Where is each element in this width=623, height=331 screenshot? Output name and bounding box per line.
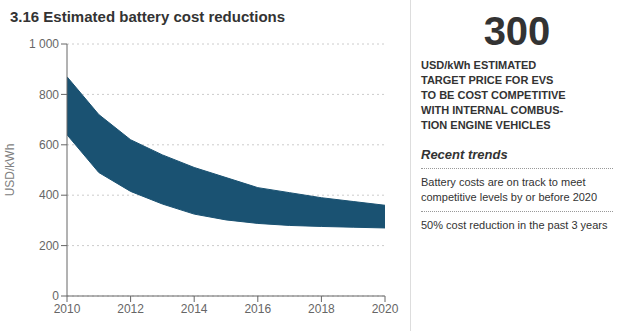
- svg-text:2020: 2020: [372, 302, 399, 316]
- svg-text:800: 800: [39, 88, 59, 102]
- svg-text:1 000: 1 000: [29, 37, 59, 51]
- html-text:Battery costs are on track to: Battery costs are on track to meet compe…: [421, 176, 598, 203]
- svg-text:2012: 2012: [117, 302, 144, 316]
- svg-text:200: 200: [39, 239, 59, 253]
- svg-text:2014: 2014: [181, 302, 208, 316]
- html-text:USD/kWh ESTIMATED TARGET PRICE: USD/kWh ESTIMATED TARGET PRICE FOR EVS T…: [421, 59, 566, 131]
- svg-text:400: 400: [39, 188, 59, 202]
- svg-text:2018: 2018: [308, 302, 335, 316]
- html-text:50% cost reduction in the past: 50% cost reduction in the past 3 years: [421, 219, 608, 231]
- html-text:3.16 Estimated battery cost re: 3.16 Estimated battery cost reductions: [10, 8, 286, 25]
- svg-text:2016: 2016: [244, 302, 271, 316]
- svg-text:2010: 2010: [54, 302, 81, 316]
- html-text:Recent trends: Recent trends: [421, 147, 508, 162]
- html-text:300: 300: [483, 9, 551, 53]
- svg-text:USD/kWh: USD/kWh: [3, 144, 17, 197]
- svg-text:0: 0: [52, 289, 59, 303]
- svg-text:600: 600: [39, 138, 59, 152]
